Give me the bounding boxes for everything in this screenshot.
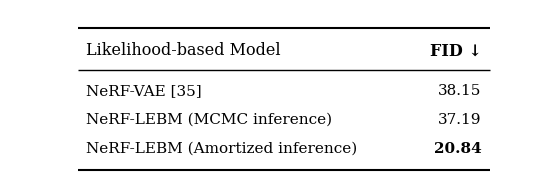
Text: NeRF-VAE [35]: NeRF-VAE [35]: [86, 84, 202, 98]
Text: 38.15: 38.15: [438, 84, 481, 98]
Text: 37.19: 37.19: [438, 113, 481, 127]
Text: FID ↓: FID ↓: [430, 42, 481, 59]
Text: NeRF-LEBM (Amortized inference): NeRF-LEBM (Amortized inference): [86, 142, 358, 156]
Text: 20.84: 20.84: [434, 142, 481, 156]
Text: Likelihood-based Model: Likelihood-based Model: [86, 42, 281, 59]
Text: NeRF-LEBM (MCMC inference): NeRF-LEBM (MCMC inference): [86, 113, 332, 127]
